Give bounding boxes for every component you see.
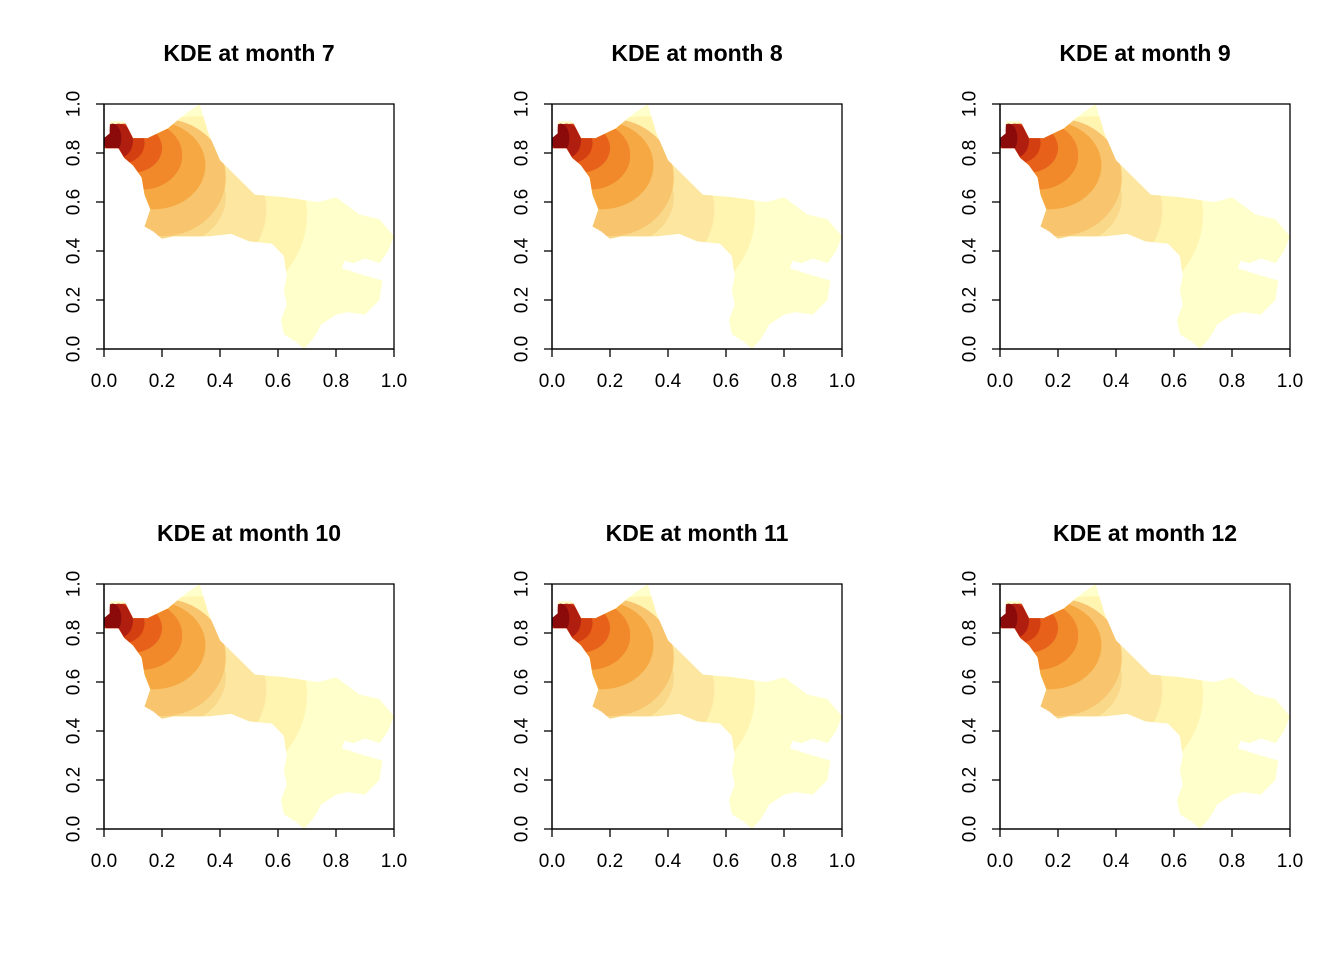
y-tick-label: 0.6 <box>512 189 533 215</box>
x-tick-label: 0.2 <box>597 851 623 872</box>
x-axis: 0.0 0.2 0.4 0.6 0.8 1.0 <box>539 348 855 392</box>
y-tick-label: 0.0 <box>960 816 981 842</box>
y-tick-label: 0.8 <box>64 620 85 646</box>
x-axis: 0.0 0.2 0.4 0.6 0.8 1.0 <box>91 348 407 392</box>
x-tick-label: 0.2 <box>149 851 175 872</box>
y-axis: 0.0 0.2 0.4 0.6 0.8 1.0 <box>512 571 553 842</box>
x-tick-label: 0.4 <box>1103 371 1130 392</box>
y-tick-label: 0.4 <box>64 237 85 264</box>
x-tick-label: 0.0 <box>987 851 1013 872</box>
x-tick-label: 0.4 <box>655 851 682 872</box>
x-tick-label: 0.8 <box>771 371 797 392</box>
y-tick-label: 0.0 <box>512 816 533 842</box>
x-tick-label: 0.0 <box>987 371 1013 392</box>
y-tick-label: 0.4 <box>512 717 533 744</box>
panel-title: KDE at month 10 <box>157 520 341 546</box>
y-tick-label: 1.0 <box>960 571 981 597</box>
y-axis: 0.0 0.2 0.4 0.6 0.8 1.0 <box>512 91 553 362</box>
y-tick-label: 0.2 <box>960 767 981 793</box>
x-axis: 0.0 0.2 0.4 0.6 0.8 1.0 <box>987 348 1303 392</box>
y-tick-label: 1.0 <box>64 91 85 117</box>
x-tick-label: 0.0 <box>539 371 565 392</box>
x-axis: 0.0 0.2 0.4 0.6 0.8 1.0 <box>987 828 1303 872</box>
x-tick-label: 1.0 <box>829 371 855 392</box>
y-axis: 0.0 0.2 0.4 0.6 0.8 1.0 <box>960 571 1001 842</box>
panel-title: KDE at month 7 <box>163 40 334 66</box>
x-tick-label: 0.8 <box>1219 851 1245 872</box>
y-tick-label: 0.4 <box>960 717 981 744</box>
y-tick-label: 0.2 <box>64 767 85 793</box>
x-axis: 0.0 0.2 0.4 0.6 0.8 1.0 <box>91 828 407 872</box>
y-tick-label: 0.0 <box>960 336 981 362</box>
x-tick-label: 0.0 <box>539 851 565 872</box>
y-tick-label: 0.8 <box>512 140 533 166</box>
y-tick-label: 1.0 <box>512 91 533 117</box>
x-axis: 0.0 0.2 0.4 0.6 0.8 1.0 <box>539 828 855 872</box>
y-tick-label: 0.8 <box>512 620 533 646</box>
x-tick-label: 0.4 <box>207 851 234 872</box>
x-tick-label: 1.0 <box>1277 851 1303 872</box>
y-tick-label: 0.2 <box>960 287 981 313</box>
x-tick-label: 0.6 <box>713 851 739 872</box>
y-tick-label: 1.0 <box>64 571 85 597</box>
x-tick-label: 0.8 <box>323 371 349 392</box>
y-tick-label: 0.6 <box>64 669 85 695</box>
x-tick-label: 1.0 <box>1277 371 1303 392</box>
x-tick-label: 0.6 <box>265 851 291 872</box>
y-tick-label: 0.8 <box>960 140 981 166</box>
y-tick-label: 0.8 <box>960 620 981 646</box>
x-tick-label: 0.2 <box>149 371 175 392</box>
y-tick-label: 0.2 <box>512 287 533 313</box>
y-axis: 0.0 0.2 0.4 0.6 0.8 1.0 <box>64 91 105 362</box>
y-tick-label: 0.0 <box>64 336 85 362</box>
x-tick-label: 0.2 <box>1045 371 1071 392</box>
y-axis: 0.0 0.2 0.4 0.6 0.8 1.0 <box>960 91 1001 362</box>
y-tick-label: 0.4 <box>960 237 981 264</box>
x-tick-label: 0.8 <box>1219 371 1245 392</box>
y-tick-label: 0.6 <box>960 669 981 695</box>
x-tick-label: 0.4 <box>207 371 234 392</box>
x-tick-label: 0.0 <box>91 851 117 872</box>
x-tick-label: 0.2 <box>597 371 623 392</box>
y-tick-label: 0.0 <box>512 336 533 362</box>
x-tick-label: 0.8 <box>771 851 797 872</box>
y-tick-label: 0.4 <box>64 717 85 744</box>
x-tick-label: 0.6 <box>265 371 291 392</box>
panel-title: KDE at month 9 <box>1059 40 1230 66</box>
panel-title: KDE at month 8 <box>611 40 782 66</box>
y-axis: 0.0 0.2 0.4 0.6 0.8 1.0 <box>64 571 105 842</box>
y-tick-label: 0.6 <box>512 669 533 695</box>
x-tick-label: 0.0 <box>91 371 117 392</box>
x-tick-label: 0.2 <box>1045 851 1071 872</box>
panel-title: KDE at month 12 <box>1053 520 1237 546</box>
x-tick-label: 0.4 <box>1103 851 1130 872</box>
x-tick-label: 0.6 <box>713 371 739 392</box>
x-tick-label: 0.4 <box>655 371 682 392</box>
x-tick-label: 1.0 <box>381 851 407 872</box>
x-tick-label: 0.6 <box>1161 371 1187 392</box>
y-tick-label: 0.0 <box>64 816 85 842</box>
y-tick-label: 0.6 <box>64 189 85 215</box>
x-tick-label: 0.8 <box>323 851 349 872</box>
y-tick-label: 0.2 <box>64 287 85 313</box>
y-tick-label: 1.0 <box>512 571 533 597</box>
y-tick-label: 0.8 <box>64 140 85 166</box>
y-tick-label: 0.6 <box>960 189 981 215</box>
y-tick-label: 1.0 <box>960 91 981 117</box>
y-tick-label: 0.2 <box>512 767 533 793</box>
x-tick-label: 1.0 <box>829 851 855 872</box>
x-tick-label: 0.6 <box>1161 851 1187 872</box>
x-tick-label: 1.0 <box>381 371 407 392</box>
y-tick-label: 0.4 <box>512 237 533 264</box>
panel-title: KDE at month 11 <box>606 520 789 546</box>
